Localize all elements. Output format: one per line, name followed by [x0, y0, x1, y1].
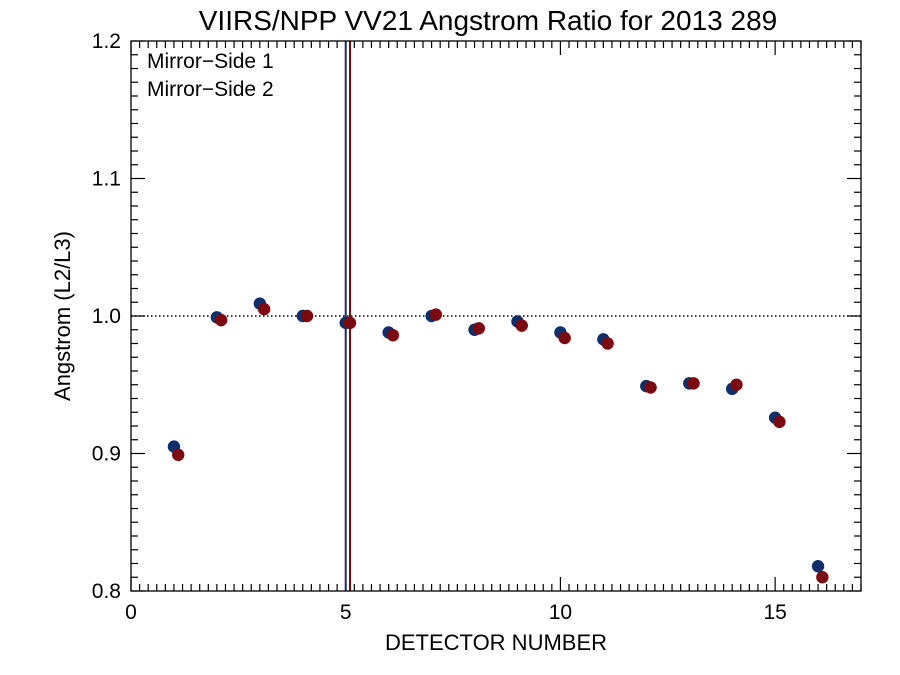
x-axis-label: DETECTOR NUMBER	[385, 630, 607, 655]
point-mirror-side-2	[343, 316, 357, 330]
point-mirror-side-2	[773, 415, 786, 429]
plot-frame	[130, 40, 862, 592]
y-tick-label: 0.8	[92, 580, 121, 603]
point-mirror-side-2	[257, 302, 271, 316]
point-mirror-side-2	[300, 309, 314, 323]
point-mirror-side-2	[816, 571, 829, 584]
point-mirror-side-2	[472, 322, 486, 335]
reference-lines	[131, 41, 861, 591]
point-mirror-side-2	[214, 313, 228, 327]
data-points	[167, 297, 829, 584]
point-mirror-side-2	[515, 319, 528, 332]
legend-entry-mirror-side-2: Mirror−Side 2	[147, 78, 274, 101]
y-tick-label: 0.9	[92, 443, 121, 466]
tick-labels: 0 5 10 15 0.8 0.9 1.0 1.1 1.2	[92, 30, 787, 624]
x-tick-label: 5	[340, 601, 352, 624]
y-axis-label: Angstrom (L2/L3)	[50, 231, 75, 401]
point-mirror-side-2	[386, 329, 400, 342]
x-tick-label: 10	[549, 601, 572, 624]
y-tick-label: 1.2	[92, 30, 121, 53]
point-mirror-side-2	[687, 377, 700, 390]
point-mirror-side-2	[429, 308, 443, 321]
point-mirror-side-1	[811, 560, 825, 573]
y-tick-label: 1.0	[92, 305, 121, 328]
point-mirror-side-2	[172, 448, 185, 462]
chart-title: VIIRS/NPP VV21 Angstrom Ratio for 2013 2…	[199, 5, 777, 36]
legend-entry-mirror-side-1: Mirror−Side 1	[147, 50, 274, 73]
y-tick-label: 1.1	[92, 168, 121, 191]
point-mirror-side-2	[730, 378, 743, 391]
x-tick-label: 0	[125, 601, 137, 624]
x-tick-label: 15	[763, 601, 786, 624]
point-mirror-side-2	[644, 381, 657, 394]
point-mirror-side-2	[558, 331, 571, 345]
point-mirror-side-2	[601, 337, 614, 350]
legend: Mirror−Side 1 Mirror−Side 2	[147, 50, 274, 101]
